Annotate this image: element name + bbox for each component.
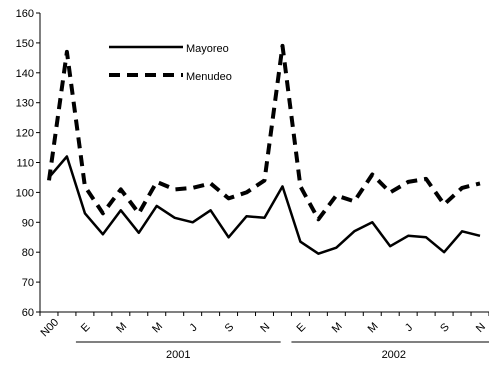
y-tick-label: 70 bbox=[22, 277, 34, 289]
y-tick-label: 90 bbox=[22, 217, 34, 229]
y-tick-label: 60 bbox=[22, 307, 34, 319]
x-tick-label: N bbox=[474, 321, 488, 335]
year-label: 2002 bbox=[382, 349, 406, 361]
x-tick-label: S bbox=[223, 321, 237, 335]
legend-label-mayoreo: Mayoreo bbox=[186, 43, 229, 55]
x-tick-label: N00 bbox=[38, 316, 61, 339]
legend: Mayoreo Menudeo bbox=[109, 43, 232, 83]
y-tick-label: 80 bbox=[22, 247, 34, 259]
year-label: 2001 bbox=[166, 349, 190, 361]
x-tick-label: M bbox=[114, 320, 129, 335]
y-tick-label: 150 bbox=[16, 38, 34, 50]
y-axis-ticks: 60 70 80 90 100 110 120 130 140 150 160 bbox=[16, 8, 40, 319]
x-tick-label: M bbox=[366, 320, 381, 335]
x-tick-label: S bbox=[438, 321, 452, 335]
x-tick-label: M bbox=[330, 320, 345, 335]
y-tick-label: 100 bbox=[16, 187, 34, 199]
y-tick-label: 120 bbox=[16, 128, 34, 140]
x-tick-label: E bbox=[294, 321, 308, 335]
chart-axes bbox=[39, 13, 489, 313]
year-groups: 2001 2002 bbox=[75, 341, 489, 361]
series-lines bbox=[47, 43, 481, 255]
y-tick-label: 130 bbox=[16, 98, 34, 110]
x-tick-label: E bbox=[79, 321, 93, 335]
x-tick-label: J bbox=[403, 322, 415, 334]
y-tick-label: 110 bbox=[16, 158, 34, 170]
y-tick-label: 140 bbox=[16, 68, 34, 80]
x-axis-ticks: N00 E M M J S N E M M J S N bbox=[38, 312, 489, 339]
x-tick-label: J bbox=[187, 322, 199, 334]
series-line-menudeo bbox=[47, 43, 481, 222]
x-tick-label: N bbox=[258, 321, 272, 335]
legend-label-menudeo: Menudeo bbox=[186, 71, 232, 83]
y-tick-label: 160 bbox=[16, 8, 34, 20]
series-line-mayoreo bbox=[48, 155, 481, 255]
x-tick-label: M bbox=[150, 320, 165, 335]
